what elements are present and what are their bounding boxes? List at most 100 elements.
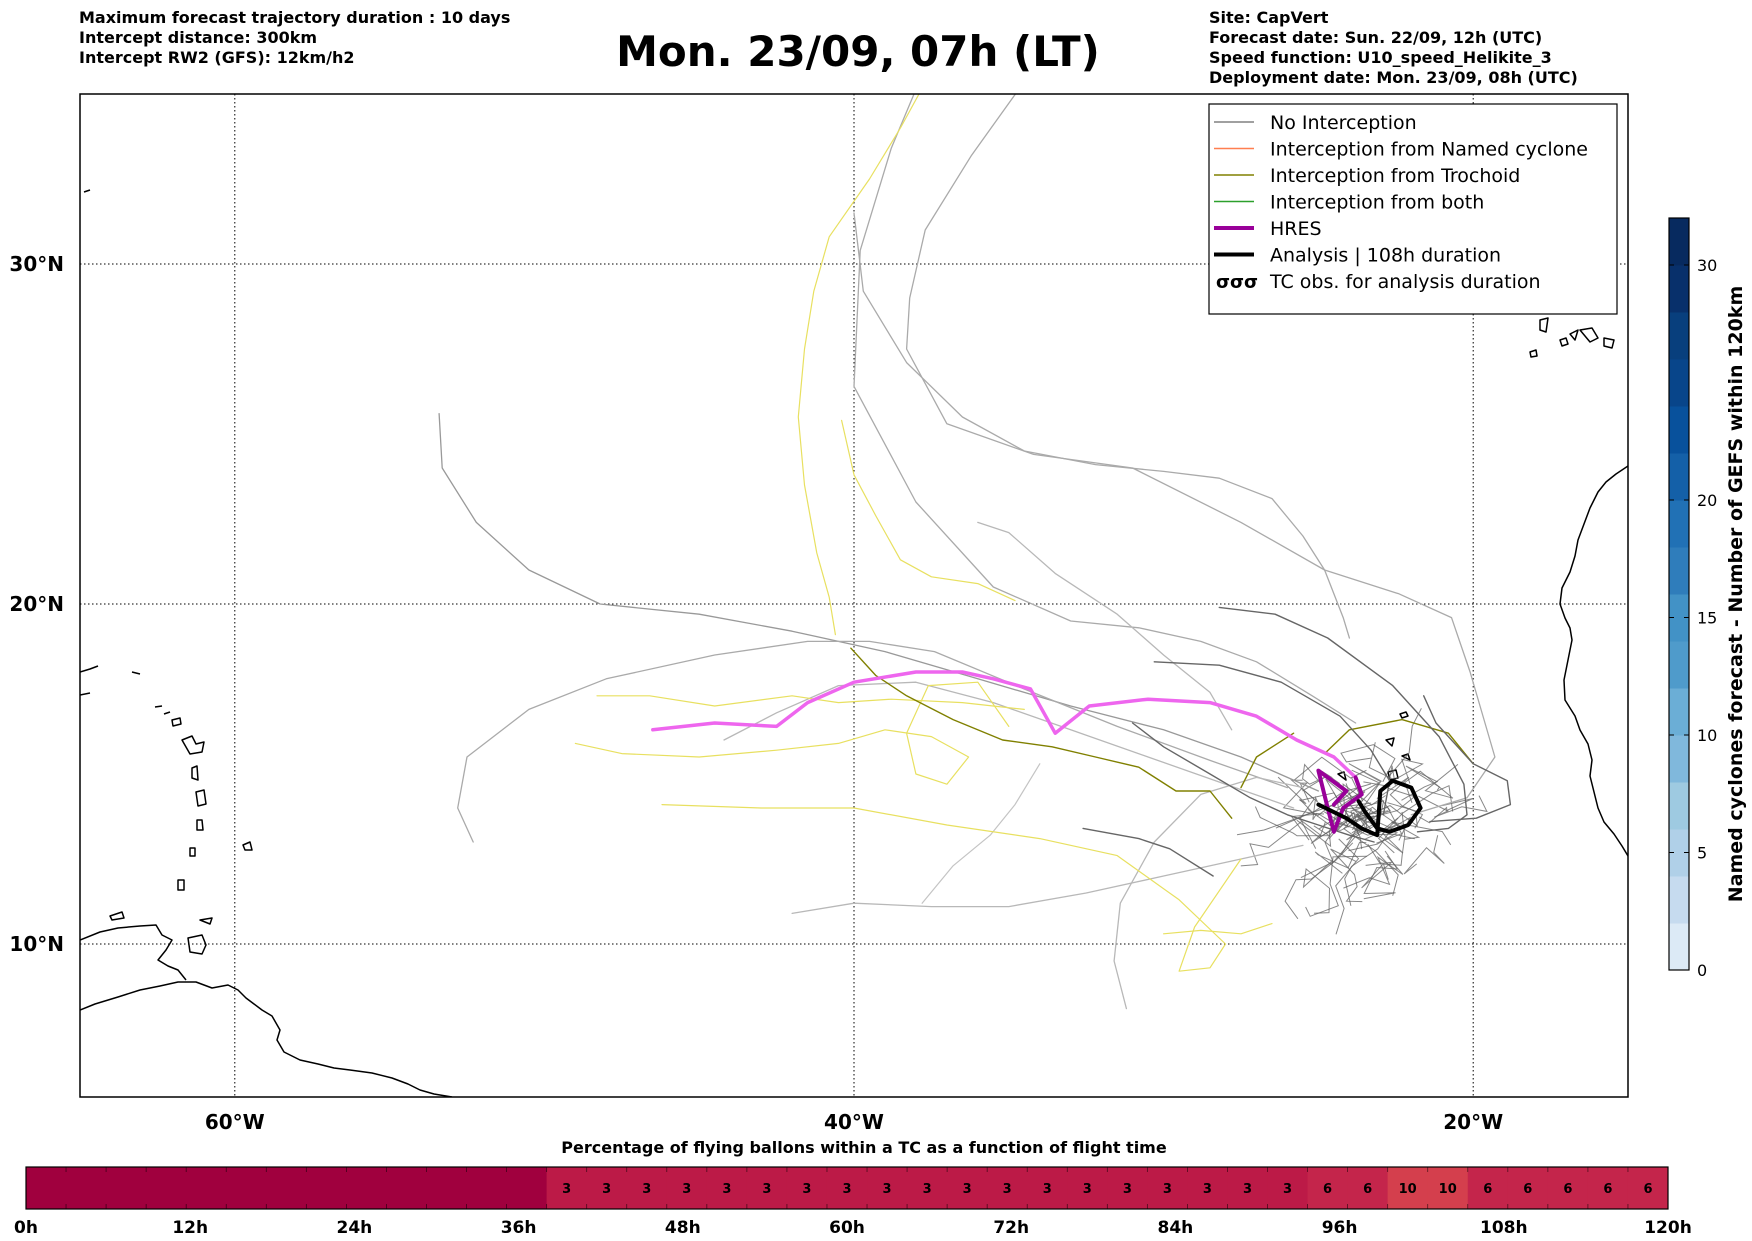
island-barbados xyxy=(242,841,253,851)
trajectory-no-interception xyxy=(1331,800,1385,865)
colorbar-frame xyxy=(1668,217,1690,971)
timeline-cell-value: 6 xyxy=(1643,1182,1652,1197)
colorbar-tick-label: 10 xyxy=(1697,726,1717,745)
island-canary-6 xyxy=(1529,349,1538,358)
legend: No Interception Interception from Named c… xyxy=(1208,103,1618,315)
timeline-cell xyxy=(1627,1167,1669,1209)
colorbar-tick-label: 30 xyxy=(1697,256,1717,275)
colorbar-segment xyxy=(1669,688,1689,736)
lon-label: 60°W xyxy=(205,1110,265,1134)
timeline-cell xyxy=(426,1167,468,1209)
lon-label: 20°W xyxy=(1443,1110,1503,1134)
trajectory-no-interception xyxy=(457,640,1289,843)
timeline-cell xyxy=(947,1167,988,1209)
timeline-cell xyxy=(1347,1167,1389,1209)
timeline-cell xyxy=(1307,1167,1349,1209)
timeline-cell-value: 6 xyxy=(1483,1182,1492,1197)
timeline-cell-value: 3 xyxy=(883,1182,892,1197)
colorbar-segment xyxy=(1669,641,1689,689)
timeline-cell xyxy=(1147,1167,1188,1209)
trajectory-no-interception xyxy=(438,412,1320,792)
island-cape-verde-5 xyxy=(1401,753,1411,761)
island-antigua xyxy=(171,717,182,727)
timeline-cell-value: 10 xyxy=(1399,1182,1417,1197)
timeline-cell xyxy=(26,1167,67,1209)
timeline-cell xyxy=(146,1167,187,1209)
timeline-cell xyxy=(1427,1167,1469,1209)
island-curacao xyxy=(109,911,125,921)
trajectory-no-interception xyxy=(723,681,1295,809)
timeline-cell-value: 3 xyxy=(1043,1182,1052,1197)
legend-label: TC obs. for analysis duration xyxy=(1269,271,1541,293)
coastline-venezuela xyxy=(80,924,187,981)
timeline-tick-label: 60h xyxy=(829,1218,865,1238)
header-left-info: Maximum forecast trajectory duration : 1… xyxy=(79,8,510,68)
colorbar-segment xyxy=(1669,782,1689,830)
timeline-cell xyxy=(1187,1167,1228,1209)
trajectory-no-interception xyxy=(1368,742,1424,784)
trajectory-interception-from-trochoid xyxy=(1323,718,1474,765)
colorbar-tick-label: 0 xyxy=(1697,961,1707,980)
island-bermuda xyxy=(83,189,91,193)
timeline: Percentage of flying ballons within a TC… xyxy=(14,1138,1692,1238)
timeline-tick-label: 48h xyxy=(665,1218,701,1238)
colorbar-tick-label: 20 xyxy=(1697,491,1717,510)
trajectory-no-interception xyxy=(1418,798,1474,824)
island-canary-3 xyxy=(1559,337,1569,347)
timeline-cell xyxy=(66,1167,107,1209)
trajectory-no-interception xyxy=(905,94,1496,816)
timeline-cell xyxy=(386,1167,427,1209)
island-cape-verde-1 xyxy=(1399,711,1409,719)
lat-label: 20°N xyxy=(9,592,64,616)
coastline-south-america xyxy=(80,981,453,1097)
timeline-cell-value: 3 xyxy=(1283,1182,1292,1197)
trajectory-no-interception xyxy=(1293,756,1367,802)
timeline-cell-value: 3 xyxy=(562,1182,571,1197)
timeline-cell-value: 3 xyxy=(682,1182,691,1197)
trajectory-no-interception xyxy=(1343,809,1399,896)
trajectory-no-interception xyxy=(791,844,1304,915)
timeline-cell-value: 3 xyxy=(1123,1182,1132,1197)
island-canary-1 xyxy=(1539,317,1549,333)
colorbar-segment xyxy=(1669,829,1689,877)
map-gridlines xyxy=(80,94,1628,1097)
map-axis-labels: 30°N 20°N 10°N 60°W 40°W 20°W xyxy=(9,252,1503,1134)
timeline-tick-label: 120h xyxy=(1644,1218,1692,1238)
timeline-cell xyxy=(907,1167,948,1209)
island-canary-4 xyxy=(1603,337,1615,349)
trajectory-no-interception xyxy=(1082,827,1214,877)
colorbar-segment xyxy=(1669,265,1689,313)
timeline-cell-value: 3 xyxy=(1083,1182,1092,1197)
trajectory-no-interception xyxy=(1302,763,1328,792)
legend-label: HRES xyxy=(1270,218,1322,240)
timeline-cell xyxy=(826,1167,868,1209)
header-right-line: Site: CapVert xyxy=(1209,8,1329,27)
trajectory-no-interception xyxy=(1282,782,1325,815)
timeline-cell-value: 3 xyxy=(802,1182,811,1197)
colorbar-segment xyxy=(1669,218,1689,266)
trajectory-no-interception xyxy=(1418,795,1488,818)
coastline-africa xyxy=(1559,465,1628,857)
trajectory-no-interception xyxy=(1284,842,1354,920)
trajectory-no-interception xyxy=(1344,819,1393,906)
timeline-cell-value: 3 xyxy=(722,1182,731,1197)
trajectory-interception-from-trochoid xyxy=(574,681,1010,785)
colorbar-tick-label: 5 xyxy=(1697,844,1707,863)
trajectory-interception-from-trochoid xyxy=(661,803,1242,972)
island-cape-verde-2 xyxy=(1385,737,1395,747)
page-title: Mon. 23/09, 07h (LT) xyxy=(616,27,1100,76)
island-canary-2 xyxy=(1579,327,1599,343)
trajectory-no-interception xyxy=(1337,769,1381,809)
colorbar-label: Named cyclones forecast - Number of GEFS… xyxy=(1725,286,1747,903)
legend-tc-symbol: σσσ xyxy=(1216,272,1258,293)
timeline-cell xyxy=(1027,1167,1068,1209)
lon-label: 40°W xyxy=(824,1110,884,1134)
timeline-cell xyxy=(226,1167,267,1209)
timeline-cell-value: 3 xyxy=(842,1182,851,1197)
timeline-cell xyxy=(306,1167,347,1209)
timeline-cell-value: 3 xyxy=(642,1182,651,1197)
header-right-info: Site: CapVert Forecast date: Sun. 22/09,… xyxy=(1209,8,1578,88)
header-left-line: Maximum forecast trajectory duration : 1… xyxy=(79,8,511,27)
trajectory-no-interception xyxy=(1240,820,1317,867)
timeline-cell-value: 3 xyxy=(923,1182,932,1197)
